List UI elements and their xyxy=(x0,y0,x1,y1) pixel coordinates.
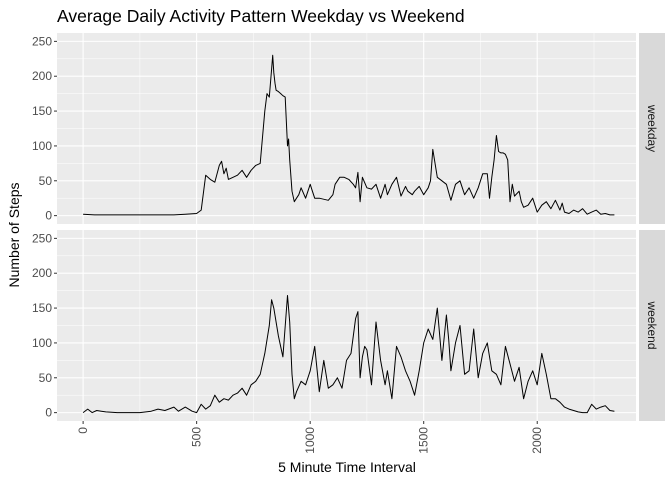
x-axis-title: 5 Minute Time Interval xyxy=(278,459,416,475)
series-line-weekend xyxy=(82,295,615,414)
y-tick-label: 0 xyxy=(45,209,52,223)
x-tick-label: 1500 xyxy=(417,427,431,454)
facet-strip-label: weekday xyxy=(645,104,659,152)
panel-weekend: 0 50 100 150 200 250 weekend xyxy=(32,230,665,421)
y-tick-label: 200 xyxy=(32,266,52,280)
x-tick-label: 500 xyxy=(190,427,204,447)
facet-strip-label: weekend xyxy=(645,300,659,349)
panels-layer: 0 50 100 150 200 250 weekday 0 50 100 150 200 250 wee… xyxy=(32,33,665,454)
y-tick-label: 50 xyxy=(39,371,53,385)
x-tick-label: 2000 xyxy=(530,427,544,454)
x-axis: 0 500 1000 1500 2000 xyxy=(76,421,544,454)
y-tick-label: 50 xyxy=(39,174,53,188)
chart-title: Average Daily Activity Pattern Weekday v… xyxy=(57,6,465,26)
facet-strip xyxy=(639,230,665,421)
y-tick-label: 150 xyxy=(32,301,52,315)
y-tick-label: 150 xyxy=(32,104,52,118)
y-tick-label: 200 xyxy=(32,69,52,83)
facet-strip xyxy=(639,33,665,224)
y-axis-title: Number of Steps xyxy=(6,182,22,287)
y-tick-label: 100 xyxy=(32,139,52,153)
y-tick-label: 250 xyxy=(32,34,52,48)
y-tick-label: 250 xyxy=(32,231,52,245)
y-tick-label: 100 xyxy=(32,336,52,350)
series-line-weekday xyxy=(83,54,615,216)
x-tick-label: 1000 xyxy=(303,427,317,454)
x-tick-label: 0 xyxy=(76,427,90,434)
y-tick-label: 0 xyxy=(45,406,52,420)
panel-weekday: 0 50 100 150 200 250 weekday xyxy=(32,33,665,224)
